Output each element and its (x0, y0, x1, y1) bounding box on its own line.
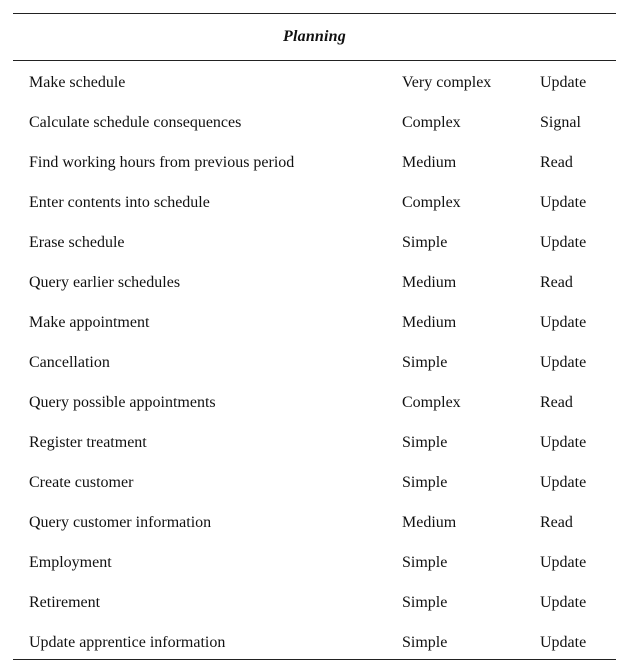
function-name-cell: Retirement (29, 594, 101, 611)
function-name-cell: Make schedule (29, 74, 126, 91)
table-row: Employment Simple Update (13, 543, 616, 583)
table-row: Update apprentice information Simple Updat… (13, 623, 616, 663)
function-name-cell: Query earlier schedules (29, 274, 181, 291)
access-type-cell: Update (540, 554, 587, 571)
bottom-rule (13, 659, 616, 660)
complexity-cell: Simple (402, 594, 448, 611)
table-row: Create customer Simple Update (13, 463, 616, 503)
function-name-cell: Erase schedule (29, 234, 125, 251)
table-row: Query possible appointments Complex Read (13, 383, 616, 423)
function-name-cell: Create customer (29, 474, 134, 491)
access-type-cell: Update (540, 74, 587, 91)
access-type-cell: Update (540, 194, 587, 211)
complexity-cell: Medium (402, 314, 457, 331)
complexity-cell: Complex (402, 114, 461, 131)
table-row: Enter contents into schedule Complex Updat… (13, 183, 616, 223)
access-type-cell: Read (540, 154, 573, 171)
table-row: Find working hours from previous period M… (13, 143, 616, 183)
top-rule (13, 13, 616, 14)
function-name-cell: Employment (29, 554, 112, 571)
access-type-cell: Update (540, 354, 587, 371)
function-name-cell: Cancellation (29, 354, 110, 371)
table-row: Erase schedule Simple Update (13, 223, 616, 263)
access-type-cell: Read (540, 274, 573, 291)
table-header: Planning (13, 14, 616, 60)
function-name-cell: Make appointment (29, 314, 150, 331)
complexity-cell: Very complex (402, 74, 492, 91)
table-row: Cancellation Simple Update (13, 343, 616, 383)
planning-table: Planning Make schedule Very complex Update… (13, 13, 616, 663)
complexity-cell: Medium (402, 274, 457, 291)
table-row: Make appointment Medium Update (13, 303, 616, 343)
complexity-cell: Simple (402, 634, 448, 651)
function-name-cell: Enter contents into schedule (29, 194, 210, 211)
table-title: Planning (283, 28, 346, 45)
function-name-cell: Query possible appointments (29, 394, 216, 411)
access-type-cell: Update (540, 234, 587, 251)
access-type-cell: Read (540, 394, 573, 411)
access-type-cell: Read (540, 514, 573, 531)
access-type-cell: Update (540, 594, 587, 611)
table-row: Make schedule Very complex Update (13, 63, 616, 103)
table-row: Calculate schedule consequences Complex Si… (13, 103, 616, 143)
table-row: Query customer information Medium Read (13, 503, 616, 543)
header-rule (13, 60, 616, 61)
table-body: Make schedule Very complex Update Calculate… (13, 61, 616, 663)
table-row: Register treatment Simple Update (13, 423, 616, 463)
complexity-cell: Medium (402, 514, 457, 531)
complexity-cell: Simple (402, 554, 448, 571)
access-type-cell: Update (540, 314, 587, 331)
complexity-cell: Medium (402, 154, 457, 171)
access-type-cell: Update (540, 474, 587, 491)
function-name-cell: Calculate schedule consequences (29, 114, 242, 131)
table-row: Retirement Simple Update (13, 583, 616, 623)
access-type-cell: Update (540, 434, 587, 451)
function-name-cell: Find working hours from previous period (29, 154, 295, 171)
access-type-cell: Signal (540, 114, 581, 131)
complexity-cell: Simple (402, 354, 448, 371)
access-type-cell: Update (540, 634, 587, 651)
function-name-cell: Register treatment (29, 434, 147, 451)
function-name-cell: Query customer information (29, 514, 212, 531)
function-name-cell: Update apprentice information (29, 634, 226, 651)
complexity-cell: Simple (402, 234, 448, 251)
complexity-cell: Complex (402, 394, 461, 411)
complexity-cell: Simple (402, 434, 448, 451)
complexity-cell: Simple (402, 474, 448, 491)
complexity-cell: Complex (402, 194, 461, 211)
table-row: Query earlier schedules Medium Read (13, 263, 616, 303)
